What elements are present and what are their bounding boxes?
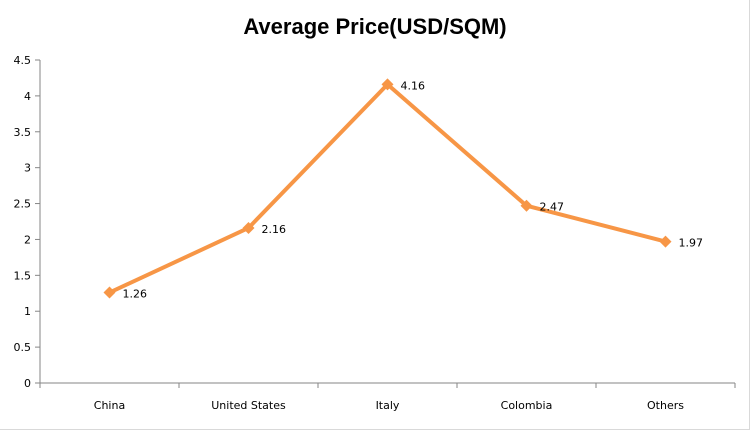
data-point-marker — [659, 235, 672, 248]
data-label: 4.16 — [401, 79, 426, 92]
data-point-marker — [242, 221, 255, 234]
x-tick-label: United States — [211, 399, 286, 412]
series-markers — [103, 78, 672, 299]
data-label: 2.16 — [262, 223, 287, 236]
y-tick-label: 1 — [24, 305, 31, 318]
x-tick-label: Italy — [376, 399, 400, 412]
chart-title: Average Price(USD/SQM) — [243, 14, 507, 39]
x-axis-ticks: China United States Italy Colombia Others — [39, 383, 736, 412]
data-point-marker — [103, 286, 116, 299]
x-tick-label: Colombia — [501, 399, 553, 412]
data-label: 2.47 — [540, 201, 565, 214]
data-labels: 1.26 2.16 4.16 2.47 1.97 — [123, 79, 704, 300]
y-tick-label: 4.5 — [14, 54, 32, 67]
data-point-marker — [520, 199, 533, 212]
x-tick-label: Others — [647, 399, 684, 412]
y-tick-label: 2 — [24, 233, 31, 246]
x-tick-label: China — [94, 399, 125, 412]
y-axis-ticks: 0 0.5 1 1.5 2 2.5 3 3.5 4 4.5 — [14, 54, 40, 390]
y-tick-label: 2.5 — [14, 198, 32, 211]
y-tick-label: 0 — [24, 377, 31, 390]
y-tick-label: 4 — [24, 90, 31, 103]
y-tick-label: 3 — [24, 162, 31, 175]
data-point-marker — [381, 78, 394, 91]
y-tick-label: 3.5 — [14, 126, 32, 139]
data-label: 1.97 — [679, 237, 704, 250]
y-tick-label: 0.5 — [14, 341, 32, 354]
data-label: 1.26 — [123, 288, 148, 301]
y-tick-label: 1.5 — [14, 269, 32, 282]
series-line — [107, 82, 668, 295]
